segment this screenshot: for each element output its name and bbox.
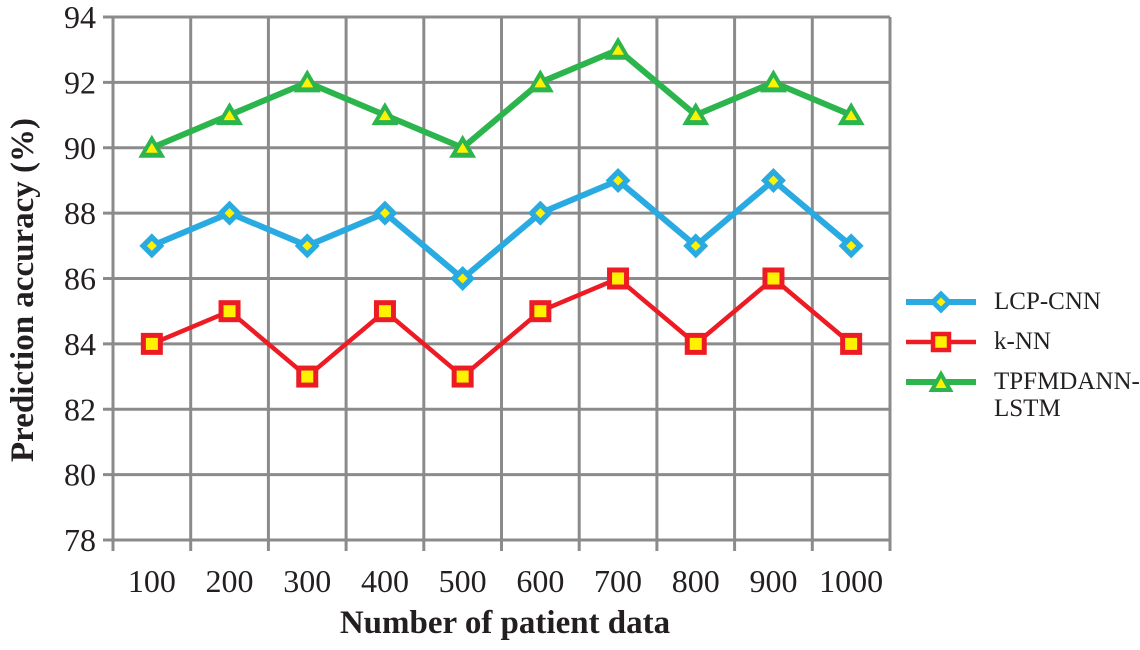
data-point-marker [296,365,319,388]
data-point-marker [140,332,163,355]
legend-label: k-NN [994,328,1051,355]
data-point-marker [762,267,785,290]
x-tick-label: 800 [672,563,720,599]
y-tick-label: 82 [64,391,96,427]
legend-item-k-nn: k-NN [905,328,1140,356]
data-point-marker [138,134,166,158]
x-tick-label: 300 [283,563,331,599]
x-tick-label: 900 [749,563,797,599]
data-point-marker [526,69,554,93]
gridlines [103,15,892,551]
legend-marker-square-icon [906,331,976,353]
data-point-marker [139,233,165,259]
data-point-marker [216,102,244,126]
data-point-marker [759,69,787,93]
data-point-marker [604,36,632,60]
data-point-marker [372,200,398,226]
x-tick-label: 700 [594,563,642,599]
x-tick-label: 500 [439,563,487,599]
x-tick-label: 200 [206,563,254,599]
y-axis-title: Prediction accuracy (%) [5,118,41,462]
data-point-marker [607,267,630,290]
x-axis-title: Number of patient data [340,605,670,641]
data-point-marker [449,134,477,158]
legend-label: TPFMDANN- LSTM [994,368,1140,422]
legend-marker-triangle-icon [906,370,976,392]
data-point-marker [294,233,320,259]
data-point-marker [217,200,243,226]
y-tick-label: 86 [64,261,96,297]
data-point-marker [293,69,321,93]
data-point-marker [529,300,552,323]
x-tick-label: 1000 [819,563,883,599]
data-point-marker [451,365,474,388]
legend: LCP-CNN k-NN TPFMDANN- LSTM [905,288,1140,422]
legend-item-tpfmdann-lstm: TPFMDANN- LSTM [905,368,1140,422]
x-tick-label: 400 [361,563,409,599]
data-point-marker [838,233,864,259]
series-line-lcp-cnn [150,176,854,283]
data-point-marker [684,332,707,355]
data-point-marker [840,332,863,355]
x-tick-label: 600 [516,563,564,599]
y-tick-label: 90 [64,130,96,166]
legend-item-lcp-cnn: LCP-CNN [905,288,1140,316]
data-point-marker [683,233,709,259]
y-tick-label: 78 [64,522,96,558]
y-tick-label: 92 [64,64,96,100]
y-tick-label: 88 [64,195,96,231]
data-point-marker [527,200,553,226]
x-tick-label: 100 [128,563,176,599]
data-point-marker [605,167,631,193]
y-tick-label: 84 [64,326,96,362]
legend-marker-diamond-icon [906,290,976,314]
data-point-marker [450,266,476,291]
data-point-marker [218,300,241,323]
data-point-marker [373,300,396,323]
legend-label: LCP-CNN [994,288,1101,315]
y-tick-label: 80 [64,457,96,493]
y-tick-label: 94 [64,0,96,35]
series-line-k-nn [150,275,853,380]
data-point-marker [837,102,865,126]
series-line-tpfmdann-lstm [150,46,853,152]
data-point-marker [682,102,710,126]
data-point-marker [371,102,399,126]
data-point-marker [760,167,786,193]
